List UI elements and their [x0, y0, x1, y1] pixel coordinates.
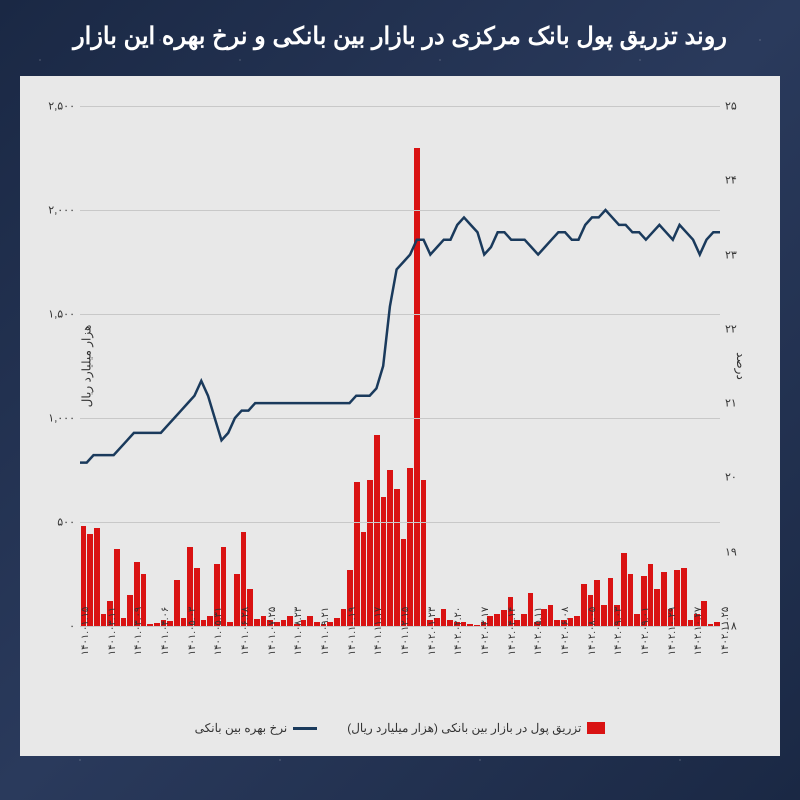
- y-right-tick: ۲۰: [720, 471, 737, 484]
- y-right-tick: ۱۸: [720, 620, 737, 633]
- plot-area: هزار میلیارد ریال درصد ۱۴۰۱.۰۱.۱۵۱۴۰۱.۰۳…: [80, 106, 720, 626]
- legend-swatch-bar: [587, 722, 605, 734]
- y-left-tick: ۲,۵۰۰: [48, 100, 80, 113]
- line-svg: [80, 106, 720, 626]
- y-right-tick: ۲۴: [720, 174, 737, 187]
- legend-label-bar: تزریق پول در بازار بین بانکی (هزار میلیا…: [347, 721, 581, 735]
- legend-item-line: نرخ بهره بین بانکی: [195, 721, 318, 735]
- y-left-tick: ۰: [69, 620, 80, 633]
- y-left-tick: ۱,۰۰۰: [48, 412, 80, 425]
- y-right-tick: ۱۹: [720, 545, 737, 558]
- x-axis-labels: ۱۴۰۱.۰۱.۱۵۱۴۰۱.۰۳.۱۱۱۴۰۱.۰۳.۰۹۱۴۰۱.۰۴.۰۶…: [80, 626, 720, 706]
- chart-title: روند تزریق پول بانک مرکزی در بازار بین ب…: [0, 0, 800, 66]
- chart-container: هزار میلیارد ریال درصد ۱۴۰۱.۰۱.۱۵۱۴۰۱.۰۳…: [20, 76, 780, 756]
- y-right-axis-title: درصد: [734, 352, 748, 380]
- y-right-tick: ۲۲: [720, 322, 737, 335]
- y-left-tick: ۱,۵۰۰: [48, 308, 80, 321]
- legend-item-bar: تزریق پول در بازار بین بانکی (هزار میلیا…: [347, 721, 605, 735]
- y-right-tick: ۲۵: [720, 100, 737, 113]
- y-left-tick: ۲,۰۰۰: [48, 204, 80, 217]
- y-left-tick: ۵۰۰: [57, 516, 80, 529]
- legend-label-line: نرخ بهره بین بانکی: [195, 721, 288, 735]
- y-right-tick: ۲۱: [720, 397, 737, 410]
- legend-swatch-line: [293, 727, 317, 730]
- legend: تزریق پول در بازار بین بانکی (هزار میلیا…: [30, 721, 770, 735]
- y-right-tick: ۲۳: [720, 248, 737, 261]
